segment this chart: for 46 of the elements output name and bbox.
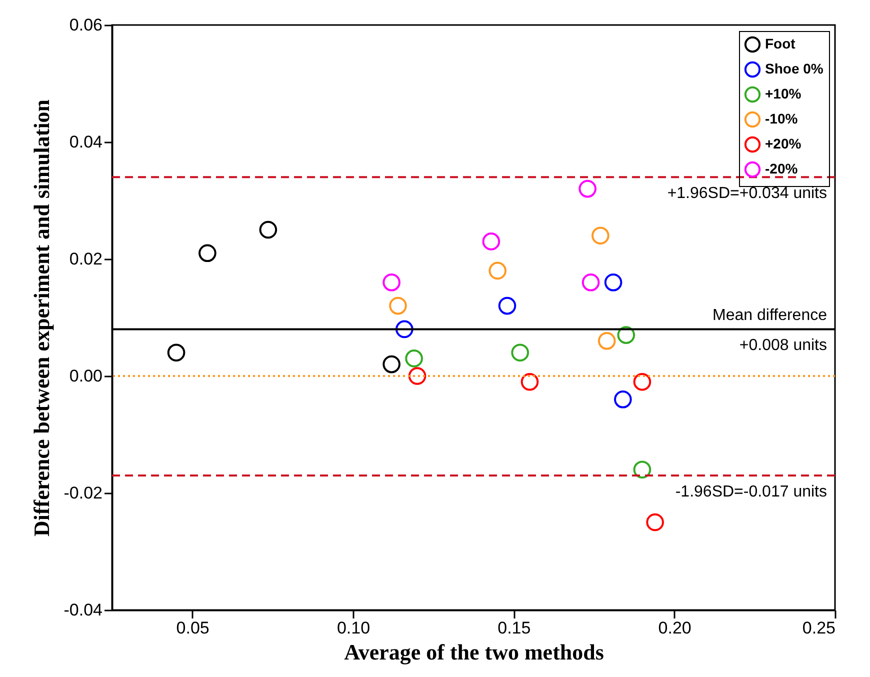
- legend-label: +20%: [765, 136, 802, 152]
- y-tick-label: 0.04: [69, 132, 102, 152]
- ref-line-label: Mean difference +0.008 units: [712, 307, 828, 354]
- y-tick-label: 0.02: [69, 250, 102, 268]
- y-axis-title: Difference between experiment and simulation: [28, 99, 54, 537]
- point: [646, 513, 664, 532]
- point: [598, 332, 616, 350]
- point: [511, 344, 529, 362]
- point: [633, 372, 652, 391]
- point: [488, 262, 507, 280]
- y-tick-label: 0.00: [69, 366, 102, 386]
- point: [633, 460, 652, 478]
- point: [520, 372, 539, 391]
- point: [382, 355, 400, 374]
- point: [382, 274, 400, 292]
- point: [498, 296, 516, 315]
- point: [482, 232, 500, 250]
- point: [614, 390, 632, 408]
- point: [396, 320, 414, 338]
- point: [617, 326, 636, 344]
- legend-label: Foot: [765, 36, 796, 52]
- point: [408, 367, 426, 385]
- x-tick-label: 0.25: [802, 618, 836, 638]
- legend-label: -10%: [765, 110, 798, 126]
- point: [604, 274, 622, 292]
- legend-label: Shoe 0%: [765, 60, 824, 76]
- x-tick-label: 0.15: [498, 618, 531, 638]
- point: [405, 350, 423, 368]
- y-tick-label: 0.06: [69, 16, 102, 34]
- ref-line-label: +1.96SD=+0.034 units: [667, 185, 827, 202]
- point: [582, 274, 600, 292]
- x-axis-title: Average of the two methods: [344, 640, 604, 664]
- point: [259, 220, 278, 239]
- point: [578, 180, 596, 198]
- x-tick-label: 0.05: [176, 618, 210, 638]
- x-tick-label: 0.10: [336, 618, 370, 638]
- point: [389, 296, 407, 315]
- y-tick-label: -0.02: [64, 484, 102, 502]
- point: [167, 344, 186, 362]
- legend-label: -20%: [765, 160, 798, 176]
- point: [592, 226, 610, 244]
- legend-label: +10%: [765, 86, 802, 102]
- y-tick-label: -0.04: [64, 600, 102, 620]
- x-tick-label: 0.20: [658, 618, 692, 638]
- point: [198, 244, 216, 262]
- ref-line-label: -1.96SD=-0.017 units: [675, 483, 827, 500]
